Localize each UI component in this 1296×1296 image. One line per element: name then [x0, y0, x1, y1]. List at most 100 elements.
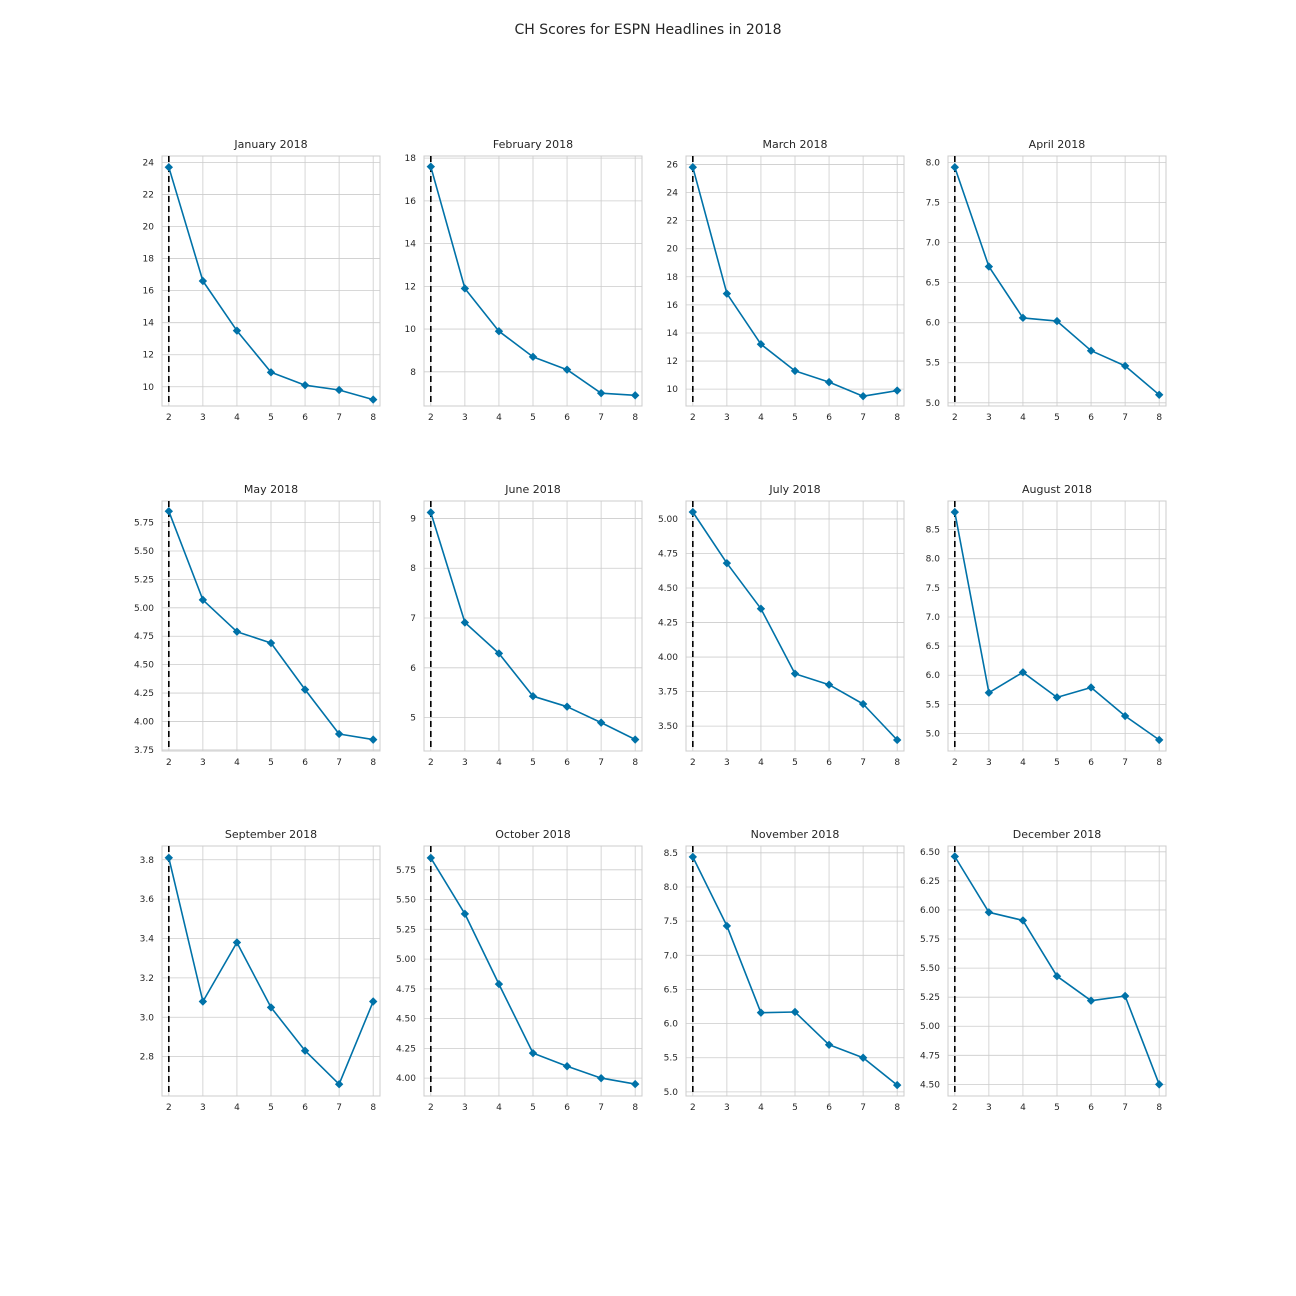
x-tick-label: 2 [690, 758, 696, 768]
x-tick-label: 2 [428, 413, 434, 423]
x-tick-label: 6 [564, 1103, 570, 1113]
subplot-panel: February 2018 2 3 4 5 6 7 8 8 10 12 14 16 18 [405, 138, 643, 426]
x-tick-label: 3 [724, 1103, 730, 1113]
subplot-panel: March 2018 2 3 4 5 6 7 8 10 12 14 16 18 20 22 24 26 [667, 138, 905, 426]
y-tick-label: 5.75 [134, 519, 154, 529]
y-tick-label: 3.6 [140, 895, 155, 905]
axes-frame [685, 155, 905, 407]
data-point-marker [824, 1040, 834, 1049]
data-point-marker [824, 377, 834, 387]
y-tick-label: 6.0 [926, 319, 941, 329]
y-tick-label: 4.75 [920, 1051, 940, 1061]
data-point-marker [368, 395, 378, 404]
data-point-marker [858, 391, 868, 401]
x-tick-label: 3 [724, 758, 730, 768]
y-tick-label: 7.0 [926, 239, 941, 249]
data-point-marker [596, 1073, 606, 1083]
y-tick-label: 14 [405, 240, 417, 250]
x-tick-label: 2 [690, 413, 696, 423]
data-point-marker [1154, 390, 1164, 399]
subplot-panel: December 2018 2 3 4 5 6 7 8 4.50 4.75 5.00 5.25 5.50… [920, 828, 1167, 1116]
y-tick-label: 10 [405, 325, 417, 335]
subplot-chart: 2 3 4 5 6 7 8 10 12 14 16 18 20 22 24 26 [667, 155, 905, 423]
data-point-marker [164, 507, 174, 516]
y-tick-label: 18 [405, 154, 417, 164]
y-tick-label: 14 [143, 319, 155, 329]
x-tick-label: 2 [166, 413, 172, 423]
y-tick-label: 6.00 [920, 906, 940, 916]
subplot-title: November 2018 [750, 828, 840, 841]
x-tick-label: 5 [530, 413, 536, 423]
y-tick-label: 5.0 [664, 1088, 679, 1098]
y-tick-label: 5.50 [396, 896, 416, 906]
subplot-title: May 2018 [243, 483, 299, 496]
y-tick-label: 6.25 [920, 877, 940, 887]
x-tick-label: 4 [496, 413, 502, 423]
y-tick-label: 5.25 [134, 575, 154, 585]
x-tick-label: 8 [370, 758, 376, 768]
x-tick-label: 2 [690, 1103, 696, 1113]
data-point-marker [266, 368, 276, 377]
x-tick-label: 4 [758, 1103, 764, 1113]
y-tick-label: 26 [667, 160, 679, 170]
data-point-marker [596, 388, 606, 398]
data-point-marker [892, 1080, 902, 1090]
data-point-marker [198, 276, 208, 286]
x-tick-label: 4 [234, 1103, 240, 1113]
x-tick-label: 3 [200, 758, 206, 768]
data-point-marker [630, 1079, 640, 1089]
data-point-marker [984, 688, 994, 697]
y-tick-label: 6.5 [926, 642, 940, 652]
y-tick-label: 5.25 [920, 993, 940, 1003]
data-point-marker [756, 604, 766, 613]
data-point-marker [528, 692, 538, 701]
subplot-panel: August 2018 2 3 4 5 6 7 8 5.0 5.5 6.0 6.5 7.0 7.5 8.0 8… [926, 483, 1167, 771]
data-point-marker [950, 163, 960, 172]
data-point-marker [722, 558, 732, 568]
data-point-marker [790, 1007, 800, 1017]
data-point-marker [426, 853, 436, 863]
data-point-marker [562, 702, 572, 711]
x-tick-label: 6 [302, 758, 308, 768]
subplot-title: December 2018 [1012, 828, 1102, 841]
x-tick-label: 6 [302, 1103, 308, 1113]
data-point-marker [1018, 916, 1028, 925]
axes-frame [161, 155, 381, 407]
x-tick-label: 8 [370, 413, 376, 423]
x-tick-label: 8 [632, 758, 638, 768]
y-tick-label: 5.75 [920, 935, 940, 945]
x-tick-label: 3 [724, 413, 730, 423]
subplot-chart: 2 3 4 5 6 7 8 4.50 4.75 5.00 5.25 5.50 5.75 6.00 6.25 6… [920, 845, 1167, 1113]
axes-frame [947, 155, 1167, 407]
data-point-marker [562, 365, 572, 374]
y-tick-label: 8.5 [926, 526, 940, 536]
y-tick-label: 4.25 [134, 689, 154, 699]
axes-frame [423, 845, 643, 1097]
x-tick-label: 7 [598, 1103, 604, 1113]
axes-frame [161, 845, 381, 1097]
axes-frame [161, 500, 381, 752]
x-tick-label: 4 [1020, 413, 1026, 423]
y-tick-label: 6.0 [664, 1020, 679, 1030]
x-tick-label: 4 [1020, 758, 1026, 768]
x-tick-label: 8 [632, 413, 638, 423]
x-tick-label: 7 [860, 413, 866, 423]
subplot-panel: January 2018 2 3 4 5 6 7 8 10 12 14 16 18 20 22 24 [143, 138, 381, 426]
y-tick-label: 3.75 [134, 746, 154, 756]
y-tick-label: 5.50 [920, 964, 940, 974]
y-tick-label: 3.0 [140, 1013, 155, 1023]
x-tick-label: 5 [530, 1103, 536, 1113]
y-tick-label: 7 [410, 614, 416, 624]
x-tick-label: 3 [986, 1103, 992, 1113]
x-tick-label: 4 [496, 1103, 502, 1113]
subplot-panel: October 2018 2 3 4 5 6 7 8 4.00 4.25 4.50 4.75 5.00 5… [396, 828, 643, 1116]
y-tick-label: 16 [405, 197, 417, 207]
subplot-title: February 2018 [492, 138, 574, 151]
data-point-marker [494, 327, 504, 336]
y-tick-label: 5.5 [664, 1054, 678, 1064]
data-point-marker [950, 852, 960, 861]
data-point-marker [790, 669, 800, 678]
y-tick-label: 5.0 [926, 730, 941, 740]
y-tick-label: 18 [667, 273, 679, 283]
x-tick-label: 5 [1054, 758, 1060, 768]
